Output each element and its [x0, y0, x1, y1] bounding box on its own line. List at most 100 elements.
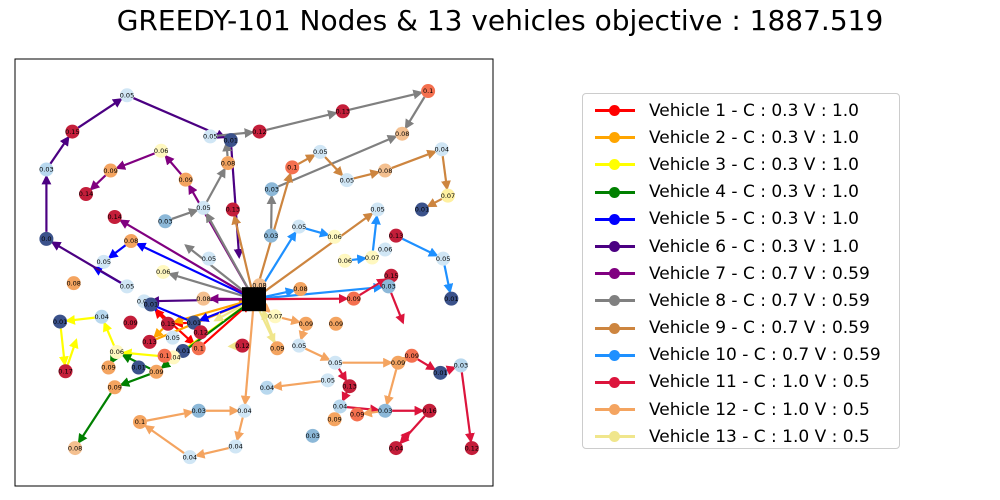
node-label: 0.04: [166, 354, 180, 362]
node-label: 0.08: [68, 444, 82, 452]
node-marker: [160, 316, 175, 331]
customer-node: 0.09: [103, 163, 118, 178]
node-label: 0.08: [378, 167, 392, 175]
node-label: 0.04: [435, 145, 449, 153]
route-arrow-v12: [271, 380, 321, 391]
node-label: 0.09: [107, 383, 121, 391]
node-label: 0.12: [465, 444, 479, 452]
node-label: 0.09: [329, 320, 343, 328]
node-marker: [378, 163, 393, 178]
node-marker: [378, 403, 393, 418]
node-label: 0.04: [237, 407, 251, 415]
legend-entry: Vehicle 10 - C : 0.7 V : 0.59: [583, 342, 899, 369]
node-marker: [158, 214, 173, 229]
route-arrow-v6: [49, 135, 70, 165]
node-label: 0.16: [422, 407, 436, 415]
node-marker: [156, 264, 171, 279]
legend-label: Vehicle 6 - C : 0.3 V : 1.0: [649, 236, 860, 257]
node-label: 0.05: [120, 91, 134, 99]
customer-node: 0.05: [339, 173, 354, 188]
node-marker: [381, 279, 396, 294]
route-arrow-v4: [77, 392, 112, 444]
node-marker: [453, 358, 468, 373]
customer-node: 0.08: [395, 126, 409, 141]
customer-node: 0.04: [389, 441, 403, 456]
node-label: 0.03: [191, 407, 205, 415]
route-arrow-v2: [153, 327, 164, 339]
node-marker: [203, 129, 218, 144]
customer-node: 0.01: [414, 202, 429, 217]
node-marker: [132, 414, 147, 429]
customer-node: 0.13: [142, 334, 157, 349]
node-label: 0.05: [436, 255, 450, 263]
route-arrow-v9: [441, 155, 451, 191]
node-marker: [285, 160, 300, 175]
route-arrow-v9: [353, 169, 381, 180]
node-marker: [422, 403, 437, 418]
node-label: 0.03: [378, 407, 392, 415]
customer-node: 0.04: [237, 403, 252, 418]
node-label: 0.13: [226, 206, 240, 214]
node-label: 0.05: [292, 223, 306, 231]
customer-node: 0.05: [292, 338, 306, 353]
node-label: 0.15: [65, 128, 79, 136]
node-marker: [414, 202, 429, 217]
customer-node: 0.04: [260, 380, 274, 395]
customer-node: 0.1: [285, 160, 300, 175]
legend-swatch: [595, 151, 635, 178]
customer-node: 0.12: [252, 124, 267, 139]
route-arrow-v4: [119, 373, 151, 387]
customer-node: 0.03: [264, 228, 278, 243]
node-marker: [339, 173, 354, 188]
route-arrow-v8: [349, 89, 424, 111]
route-arrow-v10: [351, 254, 368, 265]
node-marker: [119, 88, 134, 103]
node-marker: [191, 403, 206, 418]
customer-node: 0.05: [370, 202, 385, 217]
node-marker: [143, 297, 158, 312]
route-arrow-v10: [260, 287, 296, 299]
legend-entry: Vehicle 5 - C : 0.3 V : 1.0: [583, 206, 899, 233]
legend-swatch: [595, 315, 635, 342]
route-arrow-v9: [297, 154, 316, 165]
legend-entry: Vehicle 4 - C : 0.3 V : 1.0: [583, 179, 899, 206]
customer-node: 0.09: [404, 348, 419, 363]
node-label: 0.05: [340, 176, 354, 184]
customer-node: 0.09: [178, 172, 193, 187]
node-label: 0.03: [454, 362, 468, 370]
node-marker: [193, 325, 208, 340]
legend-entry: Vehicle 13 - C : 1.0 V : 0.5: [583, 423, 899, 450]
node-marker: [39, 162, 54, 177]
node-label: 0.09: [299, 320, 313, 328]
customer-node: 0.09: [123, 315, 138, 330]
customer-node: 0.08: [66, 276, 81, 291]
route-arrow-v3: [103, 321, 116, 347]
node-marker: [292, 219, 307, 234]
node-label: 0.09: [103, 167, 117, 175]
node-marker: [328, 316, 343, 331]
node-label: 0.05: [321, 377, 335, 385]
node-label: 0.08: [252, 282, 266, 290]
customer-node: 0.16: [422, 403, 437, 418]
node-label: 0.08: [293, 285, 307, 293]
route-arrow-v6: [77, 98, 123, 129]
route-arrow-v7: [164, 154, 183, 176]
node-label: 0.09: [327, 415, 341, 423]
legend-entry: Vehicle 2 - C : 0.3 V : 1.0: [583, 124, 899, 151]
node-marker: [142, 334, 157, 349]
node-marker: [191, 341, 206, 356]
legend-swatch: [595, 124, 635, 151]
node-marker: [221, 156, 236, 171]
route-arrow-v11: [390, 292, 405, 325]
node-label: 0.04: [260, 384, 274, 392]
node-marker: [335, 104, 350, 119]
node-marker: [196, 291, 211, 306]
customer-node: 0.08: [124, 234, 138, 249]
node-marker: [391, 355, 406, 370]
customer-node: 0.07: [365, 250, 379, 265]
route-arrow-v9: [426, 197, 443, 208]
legend-entry: Vehicle 1 - C : 0.3 V : 1.0: [583, 97, 899, 124]
customer-node: 0.03: [305, 428, 320, 443]
node-marker: [327, 229, 342, 244]
node-marker: [252, 124, 267, 139]
